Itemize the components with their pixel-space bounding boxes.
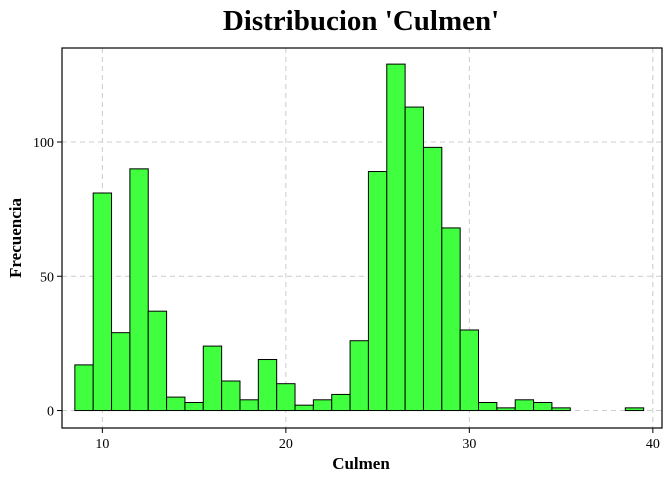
histogram-bar-21 (459, 329, 480, 412)
histogram-bar-18 (404, 106, 424, 412)
x-tick-label-3: 40 (646, 437, 660, 452)
histogram-bar-19 (422, 146, 443, 412)
histogram-bar-2 (111, 332, 131, 412)
x-axis-ticks: 10 20 30 40 (95, 428, 660, 452)
y-axis-ticks: 0 50 100 (33, 136, 62, 420)
y-tick-label-0: 0 (47, 405, 54, 420)
y-tick-label-2: 100 (33, 136, 54, 151)
histogram-bar-15 (349, 340, 369, 412)
x-axis-label: Culmen (332, 454, 390, 473)
histogram-bar-6 (184, 401, 204, 412)
histogram-bar-14 (331, 393, 351, 412)
histogram-bar-9 (239, 399, 259, 412)
histogram-bar-8 (221, 380, 241, 412)
histogram-bar-20 (441, 227, 461, 412)
y-tick-label-1: 50 (40, 270, 54, 285)
histogram-bar-23 (496, 407, 516, 412)
histogram-bar-22 (478, 401, 498, 412)
chart-title: Distribucion 'Culmen' (223, 5, 499, 37)
x-tick-label-0: 10 (95, 437, 109, 452)
histogram-bar-17 (386, 63, 406, 412)
histogram-bar-0 (74, 364, 94, 412)
histogram-bar-4 (147, 310, 168, 412)
histogram-bar-10 (257, 359, 278, 412)
histogram-bar-7 (202, 345, 223, 412)
x-tick-label-2: 30 (462, 437, 476, 452)
histogram-bar-16 (367, 171, 388, 412)
histogram-bar-1 (92, 192, 113, 412)
histogram-bar-24 (514, 399, 535, 412)
histogram-bar-30 (624, 407, 645, 412)
x-tick-label-1: 20 (279, 437, 293, 452)
histogram-bar-26 (551, 407, 571, 412)
histogram-bar-5 (166, 396, 186, 412)
histogram-bar-25 (533, 401, 553, 412)
histogram-bar-12 (294, 404, 314, 412)
histogram-bars (74, 63, 645, 412)
plot-panel-border (61, 47, 663, 429)
y-axis-label: Frecuencia (6, 198, 25, 278)
histogram-bar-3 (129, 168, 149, 412)
histogram-bar-13 (312, 399, 333, 412)
histogram-bar-11 (276, 383, 296, 412)
